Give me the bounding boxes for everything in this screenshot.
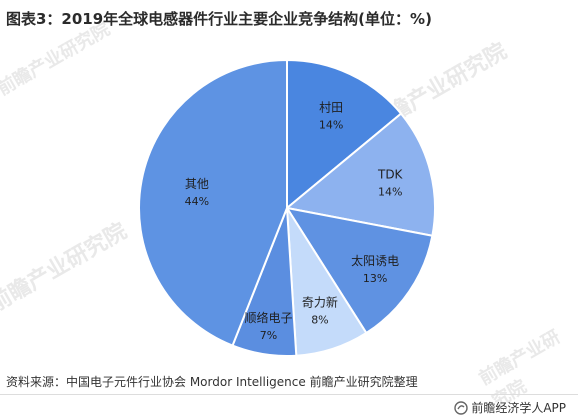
slice-value-2: 13% [363,272,387,285]
slice-label-0: 村田 [319,100,343,114]
chart-title: 图表3：2019年全球电感器件行业主要企业竞争结构(单位：%) [6,10,432,28]
slice-label-3: 奇力新 [302,294,338,309]
slice-value-0: 14% [319,118,343,131]
slice-label-2: 太阳诱电 [351,253,399,268]
slice-value-4: 7% [260,329,277,342]
pie-slice-0 [286,58,403,211]
source-note: 资料来源：中国电子元件行业协会 Mordor Intelligence 前瞻产业… [6,375,418,389]
pie-slice-1 [284,112,436,237]
slice-value-3: 8% [311,313,328,326]
pie-slice-5 [138,58,288,347]
brand: 前瞻经济学人APP [454,399,566,416]
slice-label-1: TDK [377,167,404,181]
slice-value-5: 44% [185,195,209,208]
brand-logo-icon [454,400,469,415]
pie-slice-2 [284,206,434,335]
slice-value-1: 14% [378,185,402,198]
slice-label-4: 顺络电子 [244,310,292,325]
footer-divider [0,394,578,395]
slice-label-5: 其他 [185,177,209,191]
brand-name: 前瞻经济学人APP [471,401,566,415]
